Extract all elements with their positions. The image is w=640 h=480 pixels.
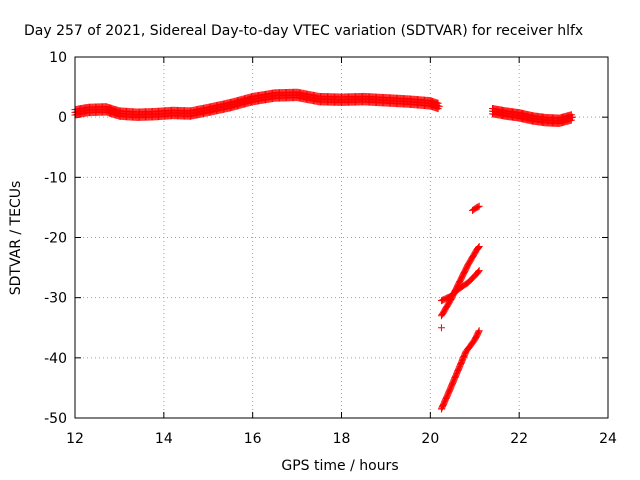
y-tick-label: -50 — [44, 411, 67, 427]
x-axis-title: GPS time / hours — [281, 458, 398, 474]
data-point — [475, 202, 483, 210]
grid — [75, 57, 608, 418]
data-point — [437, 324, 445, 332]
data-point — [435, 102, 443, 110]
x-tick-label: 14 — [155, 431, 173, 447]
y-tick-label: -40 — [44, 351, 67, 367]
y-axis-title: SDTVAR / TECUs — [8, 181, 24, 296]
data-point — [474, 268, 482, 276]
x-tick-label: 18 — [333, 431, 351, 447]
y-tick-label: -20 — [44, 231, 67, 247]
x-tick-label: 24 — [599, 431, 617, 447]
data-point — [568, 113, 576, 121]
data-point — [475, 243, 483, 251]
x-tick-label: 16 — [244, 431, 262, 447]
chart-title: Day 257 of 2021, Sidereal Day-to-day VTE… — [24, 23, 583, 39]
data-point — [567, 116, 575, 124]
y-tick-label: -10 — [44, 170, 67, 186]
data-point — [475, 267, 483, 275]
data-point — [475, 328, 483, 336]
data-points — [71, 88, 576, 413]
plot-frame — [74, 56, 609, 419]
axis-ticks: 12 14 16 18 20 22 24 -50 -40 -30 -20 -10 0 10 — [44, 50, 617, 447]
data-point — [474, 203, 482, 211]
data-point — [474, 244, 482, 252]
y-tick-label: -30 — [44, 291, 67, 307]
x-tick-label: 22 — [510, 431, 528, 447]
data-point — [475, 327, 483, 335]
y-tick-label: 0 — [58, 110, 67, 126]
x-tick-label: 12 — [66, 431, 84, 447]
x-tick-label: 20 — [421, 431, 439, 447]
y-tick-label: 10 — [49, 50, 67, 66]
